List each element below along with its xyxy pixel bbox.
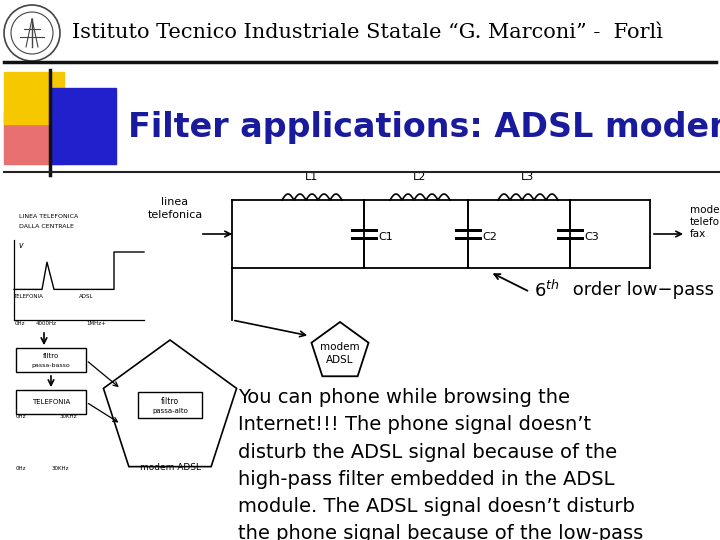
Bar xyxy=(50,88,116,164)
Text: Filter applications: ADSL modem: Filter applications: ADSL modem xyxy=(128,111,720,145)
Text: LINEA TELEFONICA: LINEA TELEFONICA xyxy=(19,214,78,219)
Text: modem: modem xyxy=(320,342,360,352)
Text: 4000Hz: 4000Hz xyxy=(36,321,57,326)
Text: 30KHz: 30KHz xyxy=(52,466,70,471)
Text: C2: C2 xyxy=(482,232,497,242)
Text: passa-alto: passa-alto xyxy=(152,408,188,414)
Text: L1: L1 xyxy=(305,172,319,182)
Text: 0Hz: 0Hz xyxy=(16,466,27,471)
Text: order low−pass: order low−pass xyxy=(567,281,714,299)
Text: TELEFONIA: TELEFONIA xyxy=(32,399,70,405)
Text: filtro: filtro xyxy=(161,396,179,406)
Text: passa-basso: passa-basso xyxy=(32,362,71,368)
Text: 30KHz: 30KHz xyxy=(60,414,78,419)
Text: linea: linea xyxy=(161,197,189,207)
Text: C3: C3 xyxy=(584,232,599,242)
Text: 1MHz+: 1MHz+ xyxy=(86,321,106,326)
Text: TELEFONIA: TELEFONIA xyxy=(13,294,43,299)
Bar xyxy=(138,392,202,418)
Text: filtro: filtro xyxy=(43,353,59,359)
Text: v: v xyxy=(18,241,22,250)
Text: modem ADSL: modem ADSL xyxy=(140,463,200,472)
Text: ADSL: ADSL xyxy=(78,294,94,299)
Text: $6^{th}$: $6^{th}$ xyxy=(534,279,559,301)
Text: telefonica: telefonica xyxy=(148,210,202,220)
Text: L3: L3 xyxy=(521,172,535,182)
Text: ADSL: ADSL xyxy=(326,355,354,365)
Text: 0Hz: 0Hz xyxy=(16,414,27,419)
Text: telefoni: telefoni xyxy=(690,217,720,227)
Text: You can phone while browsing the
Internet!!! The phone signal doesn’t
disturb th: You can phone while browsing the Interne… xyxy=(238,388,643,540)
Text: 0Hz: 0Hz xyxy=(15,321,25,326)
Text: C1: C1 xyxy=(378,232,392,242)
Bar xyxy=(4,112,64,164)
Text: modem analogici: modem analogici xyxy=(690,205,720,215)
Text: Istituto Tecnico Industriale Statale “G. Marconi” -  Forlì: Istituto Tecnico Industriale Statale “G.… xyxy=(72,24,663,43)
Text: L2: L2 xyxy=(413,172,427,182)
Bar xyxy=(4,72,64,124)
Text: fax: fax xyxy=(690,229,706,239)
Text: DALLA CENTRALE: DALLA CENTRALE xyxy=(19,224,74,229)
Bar xyxy=(16,348,86,372)
Bar xyxy=(16,390,86,414)
